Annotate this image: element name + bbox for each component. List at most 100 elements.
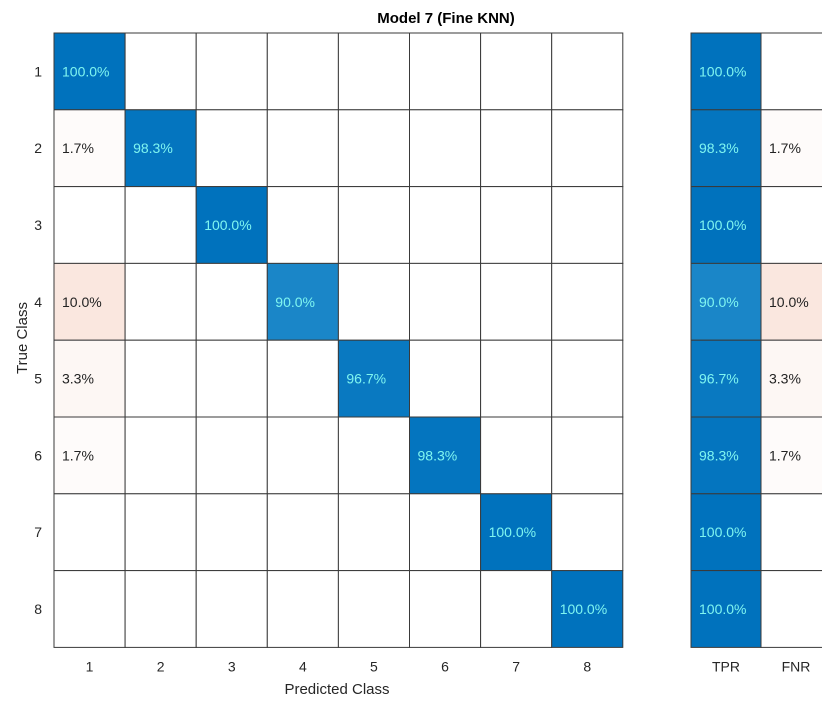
matrix-cell bbox=[124, 109, 197, 188]
matrix-cell-label: 100.0% bbox=[62, 63, 109, 79]
matrix-cell bbox=[53, 570, 126, 648]
matrix-cell bbox=[266, 493, 339, 572]
tpr-cell-label: 100.0% bbox=[699, 601, 746, 617]
matrix-cell bbox=[480, 262, 553, 341]
fnr-cell-label: 10.0% bbox=[769, 294, 809, 310]
fnr-cell bbox=[760, 262, 822, 341]
matrix-cell bbox=[53, 186, 126, 264]
tpr-cell bbox=[690, 32, 762, 111]
matrix-cell bbox=[409, 186, 482, 264]
tpr-cell bbox=[690, 339, 762, 418]
y-tick-label: 2 bbox=[34, 140, 42, 156]
matrix-cell-label: 98.3% bbox=[418, 447, 458, 463]
matrix-cell bbox=[551, 109, 624, 188]
y-tick-label: 4 bbox=[34, 294, 42, 310]
matrix-cell bbox=[551, 262, 624, 341]
matrix-cell bbox=[124, 416, 197, 495]
y-tick-label: 3 bbox=[34, 217, 42, 233]
x-tick-label: 4 bbox=[299, 658, 307, 674]
tpr-cell-label: 96.7% bbox=[699, 371, 739, 387]
tpr-fnr-summary-grid: 100.0% 98.3% 1.7% 100.0% 90.0% 10.0% 96.7% 3.3%… bbox=[690, 32, 822, 674]
y-tick-label: 6 bbox=[34, 447, 42, 463]
matrix-cell bbox=[480, 339, 553, 418]
tpr-cell-label: 98.3% bbox=[699, 140, 739, 156]
matrix-cell bbox=[53, 32, 126, 111]
matrix-cell bbox=[551, 416, 624, 495]
tpr-cell bbox=[690, 570, 762, 648]
matrix-cell bbox=[195, 570, 268, 648]
matrix-cell bbox=[409, 416, 482, 495]
x-tick-label: 1 bbox=[86, 658, 94, 674]
x-tick-label: 2 bbox=[157, 658, 165, 674]
matrix-cell bbox=[337, 32, 410, 111]
matrix-cell bbox=[124, 339, 197, 418]
matrix-cell bbox=[195, 416, 268, 495]
y-tick-label: 8 bbox=[34, 601, 42, 617]
matrix-cell bbox=[551, 339, 624, 418]
x-tick-label: 6 bbox=[441, 658, 449, 674]
matrix-cell bbox=[195, 109, 268, 188]
matrix-cell bbox=[409, 493, 482, 572]
matrix-cell bbox=[195, 339, 268, 418]
fnr-cell-label: 3.3% bbox=[769, 371, 801, 387]
tpr-cell-label: 90.0% bbox=[699, 294, 739, 310]
matrix-cell bbox=[480, 570, 553, 648]
matrix-cell bbox=[124, 493, 197, 572]
matrix-cell bbox=[195, 32, 268, 111]
matrix-cell bbox=[551, 570, 624, 648]
matrix-cell bbox=[337, 262, 410, 341]
matrix-cell bbox=[266, 186, 339, 264]
x-tick-label: 5 bbox=[370, 658, 378, 674]
summary-column-label: TPR bbox=[712, 658, 740, 674]
matrix-cell bbox=[337, 570, 410, 648]
tpr-cell-label: 98.3% bbox=[699, 447, 739, 463]
y-axis-label: True Class bbox=[14, 302, 31, 374]
matrix-cell-label: 100.0% bbox=[204, 217, 251, 233]
matrix-cell bbox=[266, 416, 339, 495]
tpr-cell-label: 100.0% bbox=[699, 524, 746, 540]
matrix-cell bbox=[124, 186, 197, 264]
matrix-cell bbox=[551, 32, 624, 111]
matrix-cell bbox=[53, 109, 126, 188]
tpr-cell-label: 100.0% bbox=[699, 63, 746, 79]
matrix-cell bbox=[551, 186, 624, 264]
fnr-cell-label: 1.7% bbox=[769, 447, 801, 463]
matrix-cell-label: 10.0% bbox=[62, 294, 102, 310]
matrix-cell bbox=[409, 262, 482, 341]
fnr-cell bbox=[760, 570, 822, 648]
matrix-cell-label: 96.7% bbox=[346, 371, 386, 387]
matrix-cell bbox=[266, 109, 339, 188]
y-tick-label: 7 bbox=[34, 524, 42, 540]
fnr-cell bbox=[760, 32, 822, 111]
fnr-cell bbox=[760, 109, 822, 188]
tpr-cell bbox=[690, 493, 762, 572]
matrix-cell bbox=[480, 186, 553, 264]
fnr-cell bbox=[760, 493, 822, 572]
matrix-cell bbox=[337, 339, 410, 418]
matrix-cell bbox=[195, 186, 268, 264]
tpr-cell-label: 100.0% bbox=[699, 217, 746, 233]
matrix-cell bbox=[337, 186, 410, 264]
x-tick-label: 7 bbox=[512, 658, 520, 674]
summary-column-label: FNR bbox=[782, 658, 811, 674]
matrix-cell-label: 1.7% bbox=[62, 140, 94, 156]
tpr-cell bbox=[690, 109, 762, 188]
x-tick-label: 8 bbox=[583, 658, 591, 674]
matrix-cell bbox=[480, 416, 553, 495]
matrix-cell-label: 98.3% bbox=[133, 140, 173, 156]
matrix-cell bbox=[195, 262, 268, 341]
matrix-cell bbox=[124, 570, 197, 648]
matrix-cell bbox=[409, 339, 482, 418]
x-axis-label: Predicted Class bbox=[284, 681, 389, 698]
fnr-cell-label: 1.7% bbox=[769, 140, 801, 156]
matrix-cell-label: 100.0% bbox=[560, 601, 607, 617]
matrix-cell bbox=[337, 109, 410, 188]
fnr-cell bbox=[760, 186, 822, 264]
fnr-cell bbox=[760, 339, 822, 418]
matrix-cell bbox=[195, 493, 268, 572]
matrix-cell bbox=[53, 493, 126, 572]
matrix-cell-label: 3.3% bbox=[62, 371, 94, 387]
matrix-cell bbox=[337, 493, 410, 572]
